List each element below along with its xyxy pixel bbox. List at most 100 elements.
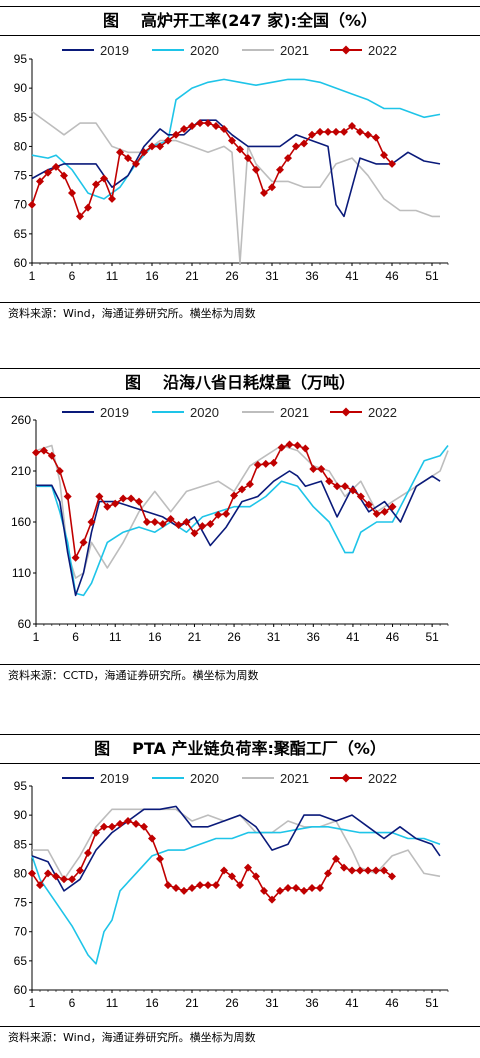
title-text: 沿海八省日耗煤量（万吨） xyxy=(163,373,356,392)
point-2022 xyxy=(135,497,143,506)
x-tick-label: 51 xyxy=(425,630,439,644)
x-tick-label: 36 xyxy=(305,996,319,1010)
x-tick-label: 51 xyxy=(425,996,439,1010)
point-2022 xyxy=(214,510,223,519)
point-2022 xyxy=(260,189,268,198)
point-2022 xyxy=(156,854,164,863)
point-2022 xyxy=(164,136,172,145)
legend-label-2022: 2022 xyxy=(368,771,397,786)
point-2022 xyxy=(52,872,60,881)
y-tick-label: 90 xyxy=(14,81,28,95)
point-2022 xyxy=(268,183,276,192)
chart-panel-1: 图高炉开工率(247 家):全国（%） 60 65 70 75 80 85 90 95 1 6 11… xyxy=(0,6,480,326)
point-2022 xyxy=(63,492,72,501)
point-2022 xyxy=(180,124,188,133)
series-line-2019 xyxy=(31,805,441,892)
x-tick-label: 21 xyxy=(185,269,199,283)
point-2022 xyxy=(388,872,396,881)
point-2022 xyxy=(238,485,246,494)
point-2022 xyxy=(244,863,252,872)
x-tick-label: 1 xyxy=(33,630,40,644)
x-tick-label: 41 xyxy=(345,996,359,1010)
chart-title: 图 PTA 产业链负荷率:聚酯工厂（%） xyxy=(0,734,480,764)
point-2022 xyxy=(277,443,286,452)
point-2022 xyxy=(100,822,108,831)
point-2022 xyxy=(71,553,80,562)
point-2022 xyxy=(190,529,199,538)
series-line-2022 xyxy=(35,443,393,559)
point-2022 xyxy=(164,881,172,890)
y-tick-label: 110 xyxy=(12,566,31,580)
point-2022 xyxy=(380,151,388,160)
point-2022 xyxy=(124,154,132,163)
y-tick-label: 260 xyxy=(11,413,31,427)
x-tick-label: 6 xyxy=(69,269,76,283)
point-2022 xyxy=(172,130,180,139)
point-2022 xyxy=(252,872,260,881)
legend-label-2021: 2021 xyxy=(280,771,309,786)
point-2022 xyxy=(228,872,236,881)
point-2022 xyxy=(103,502,112,511)
figure-label: 图 xyxy=(102,11,119,30)
x-tick-label: 46 xyxy=(385,996,399,1010)
point-2022 xyxy=(341,482,349,491)
x-tick-label: 36 xyxy=(307,630,321,644)
point-2022 xyxy=(316,884,324,892)
point-2022 xyxy=(174,521,183,530)
point-2022 xyxy=(188,122,196,131)
point-2022 xyxy=(372,133,380,142)
x-tick-label: 31 xyxy=(265,996,279,1010)
point-2022 xyxy=(364,500,373,509)
point-2022 xyxy=(140,148,148,157)
point-2022 xyxy=(212,881,220,890)
series-line-2020 xyxy=(31,825,441,965)
point-2022 xyxy=(28,200,36,209)
point-2022 xyxy=(292,142,300,151)
point-2022 xyxy=(79,538,88,547)
point-2022 xyxy=(388,159,396,168)
point-2022 xyxy=(76,866,84,875)
point-2022 xyxy=(204,881,212,890)
point-2022 xyxy=(196,881,204,890)
point-2022 xyxy=(44,168,52,177)
point-2022 xyxy=(100,174,108,183)
point-2022 xyxy=(261,459,270,468)
x-tick-label: 51 xyxy=(425,269,439,283)
point-2022 xyxy=(308,130,316,139)
point-2022 xyxy=(260,886,268,895)
y-tick-label: 75 xyxy=(14,169,28,183)
chart-panel-2: 图沿海八省日耗煤量（万吨） 60 110 160 210 260 1 6 11 16 21 26 31… xyxy=(0,368,480,688)
x-tick-label: 1 xyxy=(29,996,36,1010)
series-line-2022 xyxy=(31,820,393,901)
point-2022 xyxy=(87,518,96,526)
point-2022 xyxy=(180,886,188,895)
point-2022 xyxy=(348,122,356,131)
y-tick-label: 65 xyxy=(14,954,28,968)
figure-label: 图 xyxy=(94,739,111,758)
point-2022 xyxy=(127,494,136,503)
point-2022 xyxy=(269,458,278,467)
point-2022 xyxy=(244,154,252,163)
x-tick-label: 31 xyxy=(265,269,279,283)
series-line-2021 xyxy=(32,808,441,881)
point-2022 xyxy=(47,451,56,460)
point-2022 xyxy=(172,884,180,892)
legend-marker-2022 xyxy=(341,773,351,783)
x-tick-label: 21 xyxy=(188,630,202,644)
point-2022 xyxy=(220,124,228,133)
point-2022 xyxy=(158,520,167,529)
y-tick-label: 60 xyxy=(14,983,28,997)
legend-label-2022: 2022 xyxy=(368,43,397,58)
series-line-2021 xyxy=(35,444,449,579)
point-2022 xyxy=(276,165,284,174)
point-2022 xyxy=(276,886,284,895)
series-line-2022 xyxy=(31,122,393,218)
figure-label: 图 xyxy=(124,373,141,392)
legend-label-2020: 2020 xyxy=(190,771,219,786)
point-2022 xyxy=(245,480,254,489)
x-tick-label: 11 xyxy=(106,269,119,283)
y-tick-label: 85 xyxy=(14,110,28,124)
y-tick-label: 85 xyxy=(14,837,28,851)
x-tick-label: 26 xyxy=(227,630,241,644)
